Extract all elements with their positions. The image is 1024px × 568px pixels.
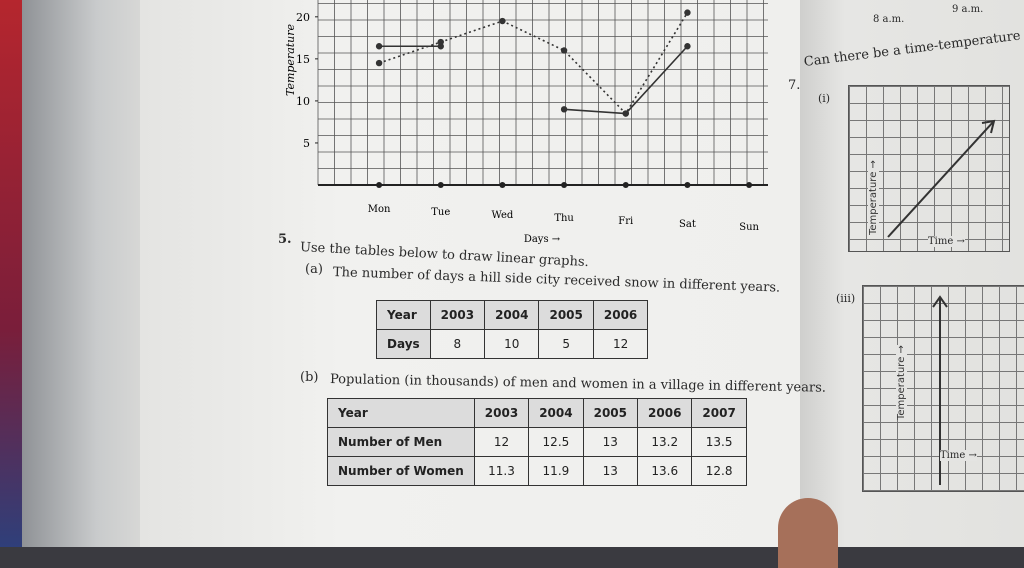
- x-tick-label: Wed: [492, 210, 514, 221]
- table-row: Year 2003 2004 2005 2006: [376, 300, 649, 330]
- population-table: Year 2003 2004 2005 2006 2007 Number of Men 12 1…: [327, 398, 747, 486]
- table-cell: Year: [376, 300, 431, 330]
- data-point: [375, 43, 383, 50]
- table-cell: 13.2: [637, 427, 693, 457]
- axis-label: Time →: [928, 236, 965, 247]
- table-cell: 8: [429, 329, 486, 359]
- question-number: 7.: [788, 78, 801, 93]
- x-tick-label: Thu: [554, 213, 574, 224]
- table-cell: 2003: [429, 300, 486, 330]
- series-line: [564, 45, 689, 115]
- graph-label: (iii): [836, 292, 856, 305]
- table-row: Number of Women 11.3 11.9 13 13.6 12.8: [327, 456, 747, 486]
- tick-dot: [437, 182, 444, 188]
- part-label: (b): [300, 370, 319, 385]
- table-cell: Number of Men: [327, 427, 475, 457]
- table-cell: 13: [582, 427, 639, 457]
- table-row: Days 8 10 5 12: [376, 329, 649, 359]
- book-spine: [0, 0, 22, 547]
- data-point: [437, 38, 444, 46]
- tick-dot: [746, 182, 753, 188]
- table-cell: 12: [473, 427, 530, 457]
- data-point: [560, 47, 568, 54]
- x-tick-label: Sat: [679, 219, 696, 230]
- axis-label: Time →: [940, 450, 977, 461]
- x-tick-label: Mon: [368, 204, 391, 215]
- table-cell: 13.5: [691, 427, 747, 457]
- tick-dot: [561, 182, 568, 188]
- x-tick-label: Sun: [739, 222, 759, 233]
- data-point: [560, 106, 568, 113]
- table-cell: Number of Women: [327, 456, 475, 486]
- snow-table: Year 2003 2004 2005 2006 Days 8 10 5 12: [376, 300, 649, 359]
- table-cell: 10: [484, 329, 540, 359]
- table-cell: 12.5: [528, 427, 584, 457]
- line-graph: Temperature Days → 5 10 15 20 Mon Tue Wed Thu Fr…: [284, 0, 768, 245]
- table-cell: 2006: [592, 300, 649, 330]
- y-tick-label: 10: [296, 95, 310, 108]
- x-tick-label: Fri: [618, 216, 633, 227]
- table-cell: 13: [582, 456, 639, 486]
- data-point: [622, 110, 629, 117]
- y-tick-label: 5: [303, 137, 310, 150]
- table-cell: 12: [592, 329, 649, 359]
- graph-label: (i): [818, 92, 831, 105]
- table-cell: 2004: [484, 300, 540, 330]
- table-row: Year 2003 2004 2005 2006 2007: [327, 398, 747, 428]
- y-tick-label: 20: [296, 11, 310, 24]
- series-line: [378, 12, 689, 115]
- axis-label: Temperature →: [896, 345, 907, 420]
- table-row: Number of Men 12 12.5 13 13.2 13.5: [327, 427, 747, 457]
- table-cell: 11.9: [528, 456, 584, 486]
- arrow: [887, 119, 996, 238]
- table-cell: 2007: [691, 398, 747, 428]
- table-cell: 11.3: [473, 456, 530, 486]
- y-tick-label: 15: [296, 53, 310, 66]
- tick-dot: [684, 182, 691, 188]
- table-cell: 2005: [582, 398, 639, 428]
- table-cell: Year: [327, 398, 475, 428]
- table-cell: 12.8: [691, 456, 747, 486]
- left-page: [22, 0, 147, 547]
- x-tick-label: Tue: [431, 207, 450, 218]
- table-cell: Days: [376, 329, 431, 359]
- data-point: [684, 9, 691, 16]
- y-axis-label: Temperature: [284, 23, 297, 96]
- data-point: [375, 59, 383, 67]
- x-axis-label: Days →: [524, 234, 561, 245]
- time-label: 9 a.m.: [952, 4, 984, 15]
- finger: [778, 498, 838, 568]
- tick-dot: [499, 182, 506, 188]
- tick-dot: [376, 182, 383, 188]
- part-label: (a): [305, 262, 323, 277]
- data-point: [684, 43, 691, 50]
- table-cell: 13.6: [637, 456, 693, 486]
- time-label: 8 a.m.: [873, 14, 905, 25]
- question-number: 5.: [278, 232, 292, 247]
- table-cell: 5: [538, 329, 594, 359]
- axis-label: Temperature →: [868, 160, 879, 235]
- table-cell: 2006: [637, 398, 693, 428]
- tick-dot: [622, 182, 629, 188]
- table-cell: 2003: [473, 398, 530, 428]
- table-cell: 2005: [538, 300, 594, 330]
- table-cell: 2004: [528, 398, 584, 428]
- data-point: [499, 17, 506, 25]
